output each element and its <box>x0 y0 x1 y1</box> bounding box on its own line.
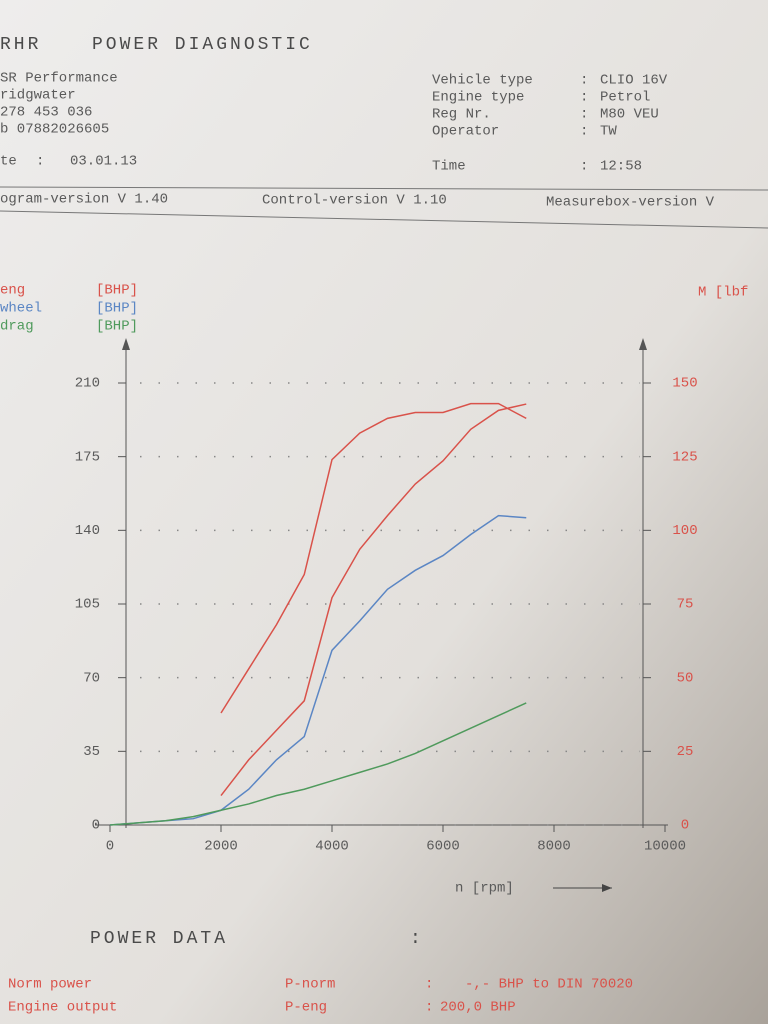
date-sep: : <box>36 154 44 170</box>
field-sep: : <box>580 159 588 175</box>
legend-unit: [BHP] <box>96 319 138 335</box>
legend-name: drag <box>0 319 34 335</box>
logo: RHR <box>0 35 41 55</box>
row-symbol: P-eng <box>285 1000 327 1016</box>
row-sep: : <box>425 1000 433 1016</box>
field-sep: : <box>580 124 588 140</box>
field-value: TW <box>600 124 617 140</box>
series-line <box>109 702 527 826</box>
y2-tick-label: 0 <box>681 818 689 834</box>
x-tick-label: 4000 <box>315 839 349 855</box>
y2-label: M [lbf <box>698 285 748 301</box>
field-value: CLIO 16V <box>600 73 668 89</box>
y-tick-label: 140 <box>75 523 100 539</box>
series-line <box>220 402 527 714</box>
field-label: Time <box>432 159 466 175</box>
company-line: ridgwater <box>0 88 76 104</box>
field-label: Vehicle type <box>432 73 533 89</box>
field-sep: : <box>580 90 588 106</box>
legend-unit: [BHP] <box>96 301 138 317</box>
x-arrow-head <box>602 884 612 892</box>
y2-tick-label: 50 <box>677 670 694 686</box>
x-tick-label: 2000 <box>204 839 238 855</box>
x-tick-label: 10000 <box>644 839 686 855</box>
x-tick-label: 6000 <box>426 839 460 855</box>
y2-tick-label: 75 <box>677 597 694 613</box>
y-tick-label: 0 <box>92 818 100 834</box>
field-value: Petrol <box>600 90 650 106</box>
y-tick-label: 105 <box>75 597 100 613</box>
y-tick-label: 35 <box>83 744 100 760</box>
date: 03.01.13 <box>70 154 137 170</box>
y-axis-arrow <box>122 338 130 350</box>
power-data-title: POWER DATA <box>90 929 228 949</box>
company-line: 278 453 036 <box>0 105 92 121</box>
y2-tick-label: 150 <box>672 376 697 392</box>
company-line: b 07882026605 <box>0 122 109 138</box>
y-tick-label: 210 <box>75 376 100 392</box>
version: Control-version V 1.10 <box>262 193 447 209</box>
x-tick-label: 0 <box>106 839 114 855</box>
x-tick-label: 8000 <box>537 839 571 855</box>
date-label: te <box>0 154 17 170</box>
version: Measurebox-version V <box>546 195 715 211</box>
field-value: M80 VEU <box>600 107 659 123</box>
rule <box>0 186 768 191</box>
legend-unit: [BHP] <box>96 283 138 299</box>
series-line <box>109 514 527 826</box>
row-label: Engine output <box>8 1000 117 1016</box>
row-value: -,- BHP to DIN 70020 <box>465 977 633 993</box>
version: ogram-version V 1.40 <box>0 192 168 208</box>
series-line <box>220 403 527 796</box>
rule <box>0 210 768 229</box>
field-label: Engine type <box>432 90 524 106</box>
legend-name: eng <box>0 283 25 299</box>
y-tick-label: 175 <box>75 449 100 465</box>
company-line: SR Performance <box>0 71 118 87</box>
field-value: 12:58 <box>600 159 642 175</box>
y2-tick-label: 25 <box>677 744 694 760</box>
legend-name: wheel <box>0 301 42 317</box>
field-sep: : <box>580 73 588 89</box>
y-tick-label: 70 <box>83 670 100 686</box>
y2-axis-arrow <box>639 338 647 350</box>
row-symbol: P-norm <box>285 977 335 993</box>
row-sep: : <box>425 977 433 993</box>
power-data-sep: : <box>410 929 424 949</box>
title: POWER DIAGNOSTIC <box>92 35 313 55</box>
field-label: Reg Nr. <box>432 107 491 123</box>
field-label: Operator <box>432 124 499 140</box>
field-sep: : <box>580 107 588 123</box>
y2-tick-label: 100 <box>672 523 697 539</box>
row-label: Norm power <box>8 977 92 993</box>
x-label: n [rpm] <box>455 881 514 897</box>
row-value: 200,0 BHP <box>440 1000 516 1016</box>
y2-tick-label: 125 <box>672 449 697 465</box>
